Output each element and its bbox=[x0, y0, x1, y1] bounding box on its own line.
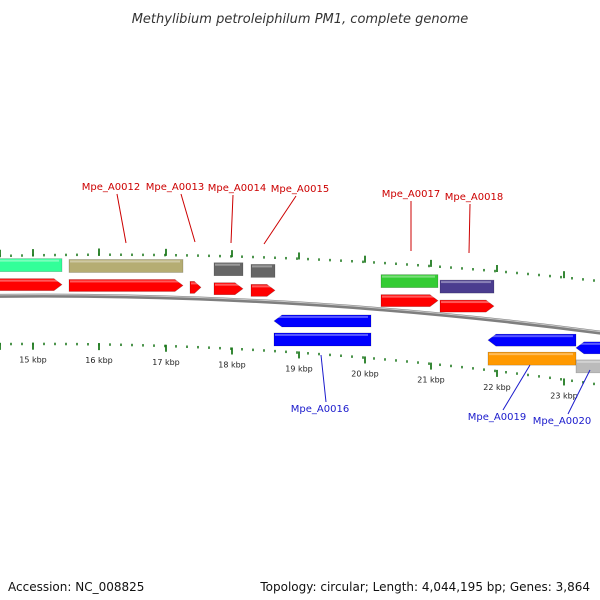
ortholog-bar-highlight bbox=[70, 260, 180, 263]
ortholog-bar bbox=[273, 332, 372, 347]
gene-g11[interactable] bbox=[0, 258, 63, 291]
ortholog-bar bbox=[213, 262, 244, 277]
ortholog-bar-highlight bbox=[382, 275, 435, 278]
genome-info-text: Topology: circular; Length: 4,044,195 bp… bbox=[260, 580, 590, 594]
ortholog-bar-highlight bbox=[489, 353, 573, 356]
tick-label: 19 kbp bbox=[285, 364, 313, 373]
tick-label: 15 kbp bbox=[19, 356, 47, 365]
ortholog-bar-highlight bbox=[0, 259, 59, 262]
forward-cds bbox=[380, 294, 439, 307]
ortholog-bar-highlight bbox=[441, 281, 491, 284]
gene-g12[interactable] bbox=[68, 259, 184, 292]
gene-label-g20[interactable]: Mpe_A0020 bbox=[533, 416, 591, 427]
forward-cds bbox=[213, 282, 244, 296]
ortholog-bar bbox=[439, 279, 495, 294]
gene-label-g17[interactable]: Mpe_A0017 bbox=[382, 189, 440, 200]
gene-g14[interactable] bbox=[213, 262, 244, 296]
gene-label-g18[interactable]: Mpe_A0018 bbox=[445, 192, 503, 203]
ortholog-bar bbox=[68, 259, 184, 273]
gene-g19[interactable] bbox=[487, 333, 577, 366]
gene-label-g12[interactable]: Mpe_A0012 bbox=[82, 182, 140, 193]
label-leader-line bbox=[468, 203, 471, 254]
forward-cds-highlight bbox=[70, 280, 180, 283]
gene-label-g14[interactable]: Mpe_A0014 bbox=[208, 183, 266, 194]
tick-marks-inner bbox=[0, 342, 595, 386]
ortholog-bar-highlight bbox=[275, 333, 368, 336]
ortholog-bar-highlight bbox=[215, 263, 240, 266]
ortholog-bar-highlight bbox=[252, 265, 272, 268]
reverse-cds-highlight bbox=[577, 342, 600, 345]
forward-cds-highlight bbox=[191, 282, 198, 285]
tick-label: 21 kbp bbox=[417, 376, 445, 385]
gene-labels: Mpe_A0012 Mpe_A0013 Mpe_A0014 Mpe_A0015 Mpe_… bbox=[82, 182, 591, 427]
ortholog-bar bbox=[0, 258, 63, 272]
reverse-cds bbox=[487, 333, 577, 347]
ortholog-bar-highlight bbox=[577, 360, 600, 363]
gene-label-g16[interactable]: Mpe_A0016 bbox=[291, 404, 349, 415]
label-leader-line bbox=[320, 354, 327, 403]
accession-text: Accession: NC_008825 bbox=[8, 580, 145, 594]
tick-labels: 15 kbp 16 kbp 17 kbp 18 kbp 19 kbp 20 kbp 21 k… bbox=[19, 356, 578, 401]
forward-cds-highlight bbox=[382, 295, 435, 298]
forward-cds-highlight bbox=[0, 279, 59, 282]
gene-label-g13[interactable]: Mpe_A0013 bbox=[146, 182, 204, 193]
reverse-cds-highlight bbox=[489, 335, 573, 338]
forward-cds bbox=[0, 278, 63, 291]
gene-g16[interactable] bbox=[273, 314, 372, 347]
tick-marks-outer bbox=[0, 248, 595, 282]
forward-cds-highlight bbox=[441, 301, 491, 304]
reverse-cds bbox=[273, 314, 372, 328]
forward-cds-highlight bbox=[252, 285, 272, 288]
label-leader-line bbox=[263, 195, 297, 245]
gene-label-g15[interactable]: Mpe_A0015 bbox=[271, 184, 329, 195]
tick-label: 20 kbp bbox=[351, 369, 379, 378]
ortholog-bar bbox=[250, 264, 276, 278]
gene-g17[interactable] bbox=[380, 274, 439, 307]
gene-g15[interactable] bbox=[250, 264, 276, 297]
forward-cds bbox=[250, 284, 276, 297]
label-leader-line bbox=[567, 369, 591, 415]
map-title: Methylibium petroleiphilum PM1, complete… bbox=[132, 12, 469, 27]
forward-cds bbox=[189, 281, 202, 294]
gene-g18[interactable] bbox=[439, 279, 495, 313]
label-leader-line bbox=[230, 194, 234, 244]
label-leader-line bbox=[502, 364, 531, 411]
gene-g20[interactable] bbox=[575, 341, 600, 374]
forward-cds bbox=[68, 279, 184, 292]
reverse-cds bbox=[575, 341, 600, 355]
gene-label-g19[interactable]: Mpe_A0019 bbox=[468, 412, 526, 423]
genome-backbone bbox=[0, 293, 600, 335]
ortholog-bar bbox=[380, 274, 439, 288]
reverse-cds-highlight bbox=[275, 315, 368, 318]
label-leader-line bbox=[180, 193, 196, 243]
tick-label: 22 kbp bbox=[483, 383, 511, 392]
genome-backbone-highlight bbox=[0, 294, 600, 333]
gene-g13[interactable] bbox=[189, 281, 202, 294]
ortholog-bar bbox=[575, 359, 600, 374]
forward-cds-highlight bbox=[215, 283, 240, 286]
label-leader-line bbox=[116, 193, 127, 244]
forward-cds bbox=[439, 299, 495, 313]
tick-label: 17 kbp bbox=[152, 358, 180, 367]
tick-label: 23 kbp bbox=[550, 391, 578, 400]
tick-label: 18 kbp bbox=[218, 360, 246, 369]
tick-label: 16 kbp bbox=[85, 356, 113, 365]
gene-features bbox=[0, 258, 600, 374]
